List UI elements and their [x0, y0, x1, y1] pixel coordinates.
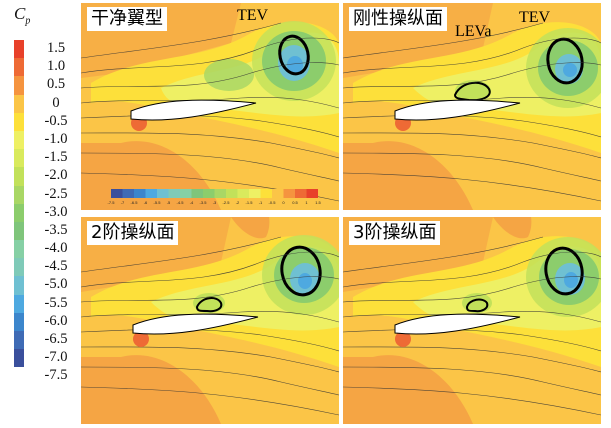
legend-tick-label: -5.0	[44, 276, 68, 293]
legend-swatch	[14, 221, 24, 241]
inset-tick-label: -6	[144, 200, 148, 205]
inset-tick-label: -0.5	[269, 200, 277, 205]
inset-tick-label: -5.5	[154, 200, 162, 205]
legend-swatch	[14, 40, 24, 59]
legend-swatch	[14, 312, 24, 331]
legend-tick-label: -3.5	[44, 221, 68, 238]
inset-swatch	[306, 189, 318, 198]
inset-tick-label: -2.5	[223, 200, 231, 205]
leva-label: LEVa	[455, 23, 492, 40]
panel-title: 干净翼型	[87, 7, 167, 31]
inset-tick-label: -3	[213, 200, 217, 205]
inset-tick-label: -1	[259, 200, 263, 205]
inset-swatch	[283, 189, 295, 198]
panel-title: 3阶操纵面	[349, 221, 441, 245]
inset-tick-label: -2	[236, 200, 240, 205]
legend-title: Cp	[14, 4, 31, 27]
cp-legend: Cp 1.5 1.0 0.5 0 -0.5 -1.0 -1.5 -2.0 -2.5 -3.0 -3.…	[0, 0, 80, 428]
flow-field: -7.5 -7 -6.5 -6 -5.5 -5 -4.5 -4 -3.5 -3 -2.5 -2 -1.5…	[81, 3, 339, 210]
flow-field	[343, 3, 601, 210]
legend-tick-label: -7.5	[44, 367, 68, 384]
legend-swatch	[14, 149, 24, 168]
legend-tick-label: -2.5	[44, 185, 68, 202]
legend-color-bar	[14, 40, 24, 368]
legend-swatch	[14, 294, 24, 313]
flow-field	[81, 217, 339, 424]
legend-swatch	[14, 240, 24, 259]
inset-tick-label: -3.5	[200, 200, 208, 205]
panel-3rd-order-surface: 3阶操纵面	[342, 216, 602, 425]
inset-swatch	[295, 189, 307, 198]
inset-tick-label: 0.5	[292, 200, 298, 205]
inset-swatch	[272, 189, 284, 198]
tev-label: TEV	[237, 7, 269, 24]
legend-tick-label: -4.0	[44, 240, 68, 257]
legend-swatch	[14, 167, 24, 186]
legend-tick-label: -2.0	[44, 167, 68, 184]
tev-label: TEV	[519, 9, 551, 26]
legend-swatch	[14, 130, 24, 150]
panel-title: 2阶操纵面	[87, 221, 179, 245]
panel-2nd-order-surface: 2阶操纵面	[80, 216, 340, 425]
legend-tick-label: -6.0	[44, 312, 68, 329]
legend-swatch	[14, 258, 24, 277]
legend-tick-label: -7.0	[44, 349, 68, 366]
legend-swatch	[14, 331, 24, 350]
legend-tick-label: 0.5	[46, 76, 66, 93]
inset-swatch	[168, 189, 180, 198]
inset-swatch	[180, 189, 192, 198]
inset-swatch	[122, 189, 134, 198]
legend-tick-label: -3.0	[44, 203, 68, 220]
legend-swatch	[14, 58, 24, 77]
inset-swatch	[191, 189, 203, 198]
inset-swatch	[203, 189, 215, 198]
inset-tick-label: 0	[282, 200, 285, 205]
inset-tick-label: -4.5	[177, 200, 185, 205]
legend-tick-label: 1.0	[46, 58, 66, 75]
flow-field	[343, 217, 601, 424]
legend-swatch	[14, 112, 24, 131]
legend-tick-label: -4.5	[44, 258, 68, 275]
legend-swatch	[14, 203, 24, 222]
legend-tick-label: -1.5	[44, 149, 68, 166]
legend-tick-labels: 1.5 1.0 0.5 0 -0.5 -1.0 -1.5 -2.0 -2.5 -3.0 -3.5 -4…	[33, 39, 79, 385]
inset-colorbar: -7.5 -7 -6.5 -6 -5.5 -5 -4.5 -4 -3.5 -3 -2.5 -2 -1.5…	[108, 189, 322, 205]
inset-swatch	[214, 189, 226, 198]
legend-swatch	[14, 94, 24, 113]
legend-tick-label: -1.0	[44, 130, 68, 147]
inset-tick-label: -7.5	[108, 200, 116, 205]
panel-rigid-surface: 刚性操纵面 LEVa TEV	[342, 2, 602, 211]
panel-clean-airfoil: -7.5 -7 -6.5 -6 -5.5 -5 -4.5 -4 -3.5 -3 -2.5 -2 -1.5…	[80, 2, 340, 211]
legend-swatch	[14, 349, 24, 368]
inset-tick-label: -4	[190, 200, 194, 205]
legend-swatch	[14, 276, 24, 295]
inset-swatch	[260, 189, 272, 198]
legend-swatch	[14, 185, 24, 204]
inset-tick-label: 1	[305, 200, 308, 205]
inset-tick-label: 1.5	[315, 200, 321, 205]
inset-swatch	[111, 189, 123, 198]
legend-tick-label: -6.5	[44, 331, 68, 347]
inset-tick-label: -6.5	[131, 200, 139, 205]
inset-tick-label: -5	[167, 200, 171, 205]
inset-swatch	[157, 189, 169, 198]
legend-tick-label: -5.5	[44, 294, 68, 311]
legend-swatch	[14, 76, 24, 95]
inset-swatch	[237, 189, 249, 198]
legend-tick-label: 0	[52, 94, 60, 111]
inset-tick-label: -7	[121, 200, 125, 205]
inset-swatch	[226, 189, 238, 198]
inset-swatch	[249, 189, 261, 198]
inset-swatch	[134, 189, 146, 198]
panel-title: 刚性操纵面	[349, 7, 447, 31]
inset-tick-label: -1.5	[246, 200, 254, 205]
inset-swatch	[145, 189, 157, 198]
legend-tick-label: -0.5	[44, 112, 68, 129]
legend-tick-label: 1.5	[46, 40, 66, 56]
